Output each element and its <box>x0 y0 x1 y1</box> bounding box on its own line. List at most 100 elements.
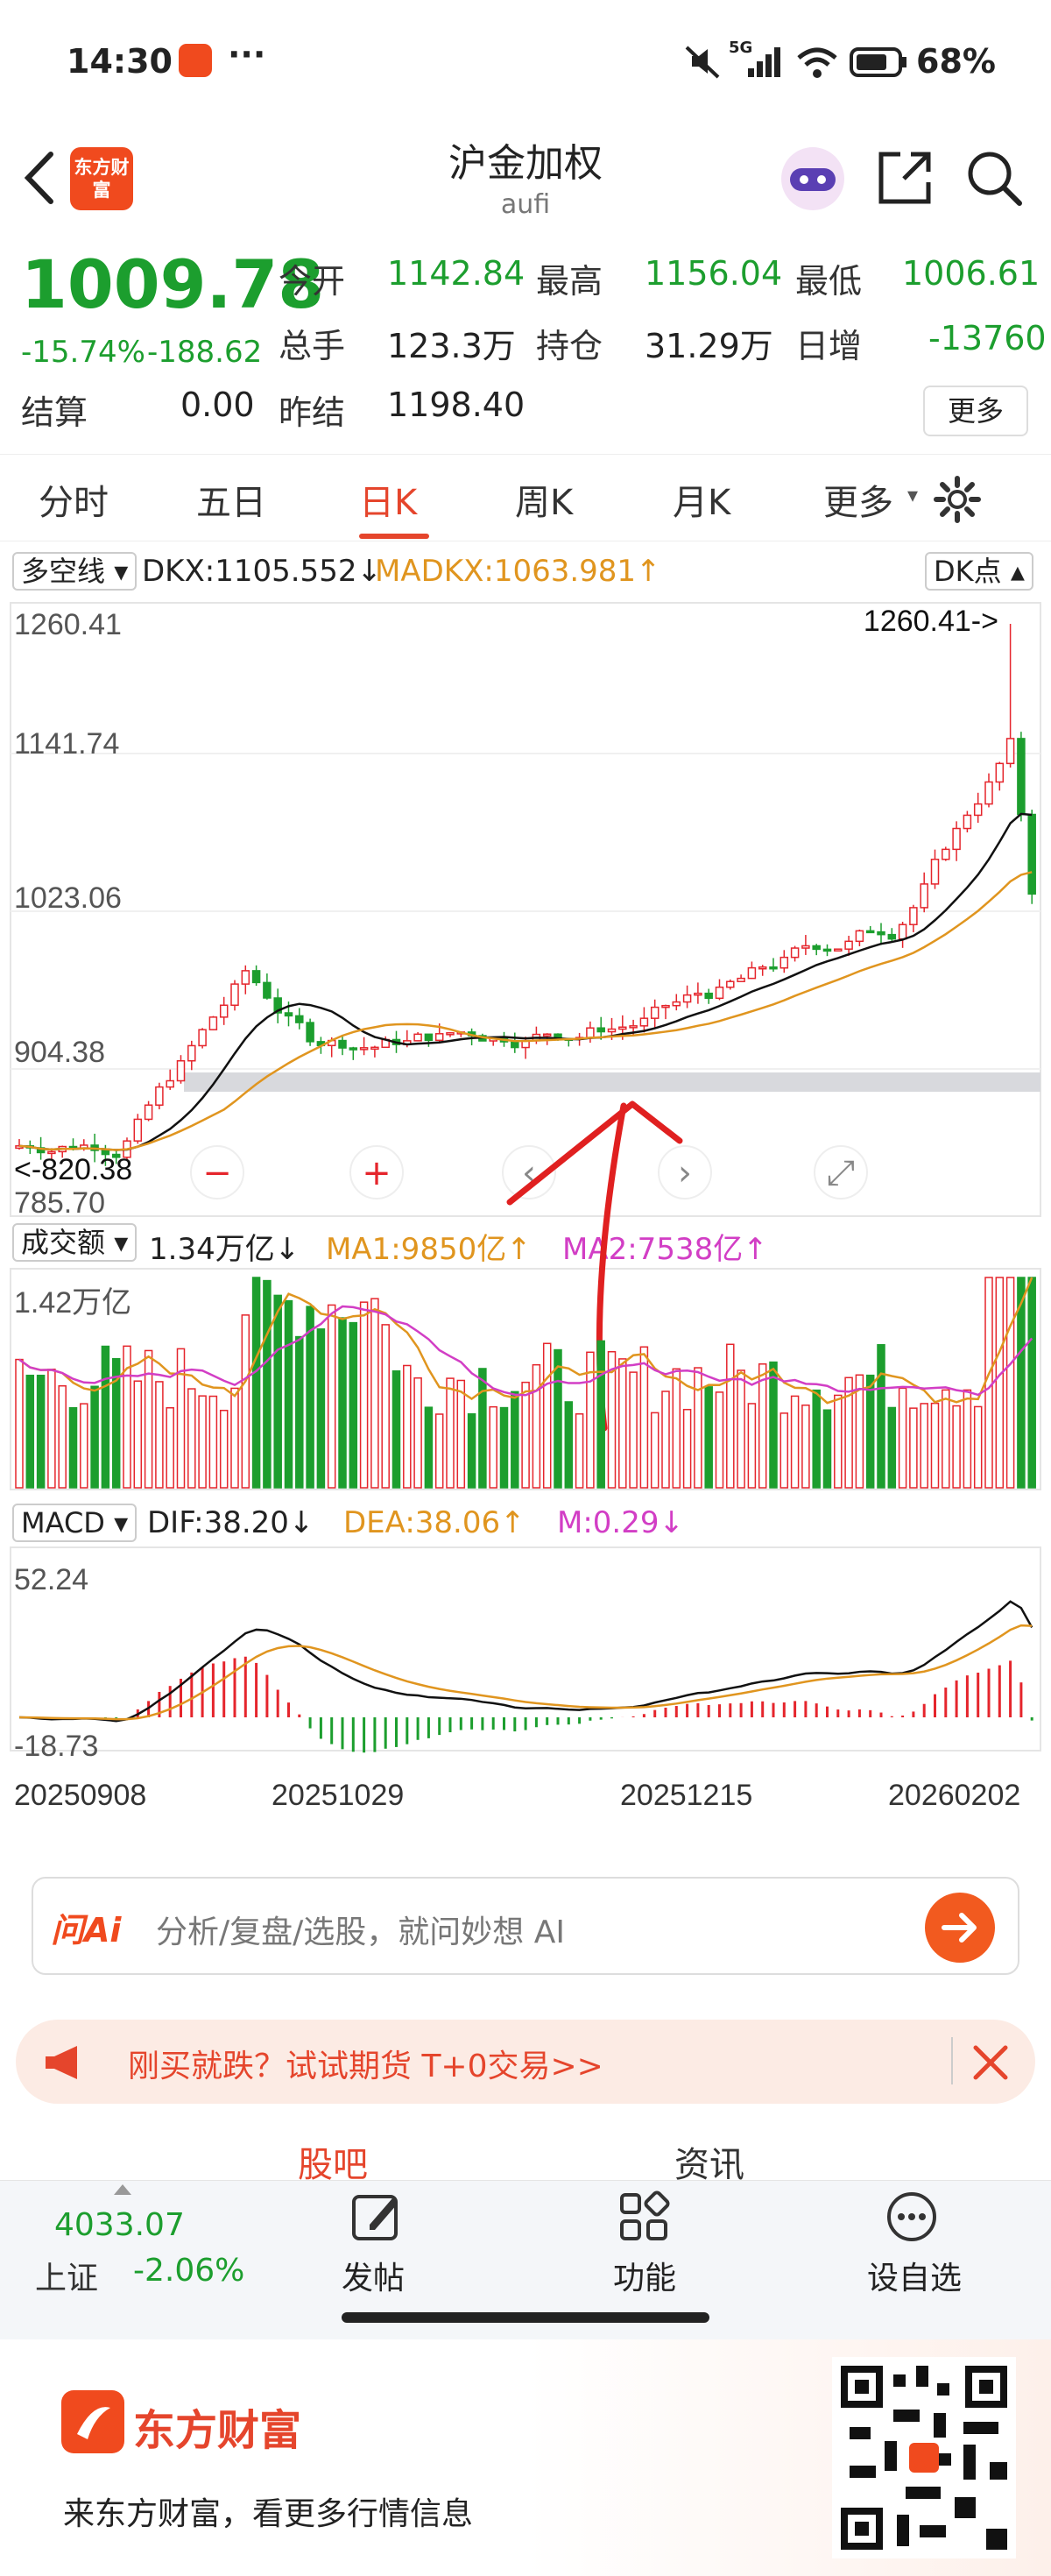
brand-logo-text: 东方财富 <box>74 157 130 201</box>
candle-body <box>973 803 983 817</box>
promo-text[interactable]: 刚买就跌？试试期货 T+0交易>> <box>128 2049 603 2084</box>
kline-y-tick: 904.38 <box>14 1036 105 1069</box>
pan-right-icon[interactable]: › <box>678 1153 692 1193</box>
macd-indicator-selector[interactable]: MACD ▾ <box>12 1504 138 1542</box>
promo-divider <box>951 2037 953 2084</box>
volume-bar <box>381 1324 390 1489</box>
volume-bar <box>661 1391 670 1489</box>
chart-area[interactable]: 多空线 ▾ DKX:1105.552↓ MADKX:1063.981↑ DK点 … <box>0 543 1051 1840</box>
tab-0[interactable]: 分时 <box>39 483 109 523</box>
more-tab-caret-icon: ▾ <box>907 483 919 507</box>
ai-submit-arrow-icon[interactable] <box>923 1891 997 1964</box>
candle-body <box>769 966 778 970</box>
subtab-news[interactable]: 资讯 <box>674 2145 744 2185</box>
volume-bar <box>952 1405 961 1489</box>
candle-body <box>995 762 1005 783</box>
ai-search-bar[interactable]: 问Ai 分析/复盘/选股，就问妙想 AI <box>32 1877 1019 1975</box>
ai-placeholder[interactable]: 分析/复盘/选股，就问妙想 AI <box>156 1914 565 1950</box>
candle-body <box>349 1047 358 1051</box>
tab-4[interactable]: 月K <box>673 483 731 523</box>
macd-m: M:0.29↓ <box>557 1505 684 1540</box>
candle-body <box>230 983 239 1007</box>
add-watchlist-icon[interactable] <box>885 2190 939 2244</box>
volume-indicator-selector[interactable]: 成交额 ▾ <box>12 1223 138 1262</box>
tab-1[interactable]: 五日 <box>196 483 266 523</box>
volume-bar <box>909 1407 918 1489</box>
fullscreen-icon-bg[interactable] <box>814 1145 868 1200</box>
volume-bar <box>263 1279 272 1489</box>
volume-bar <box>208 1395 218 1489</box>
post-edit-icon[interactable] <box>349 2190 403 2244</box>
candle-body <box>942 848 950 860</box>
candle-body <box>434 1033 444 1042</box>
pan-right-icon-bg[interactable] <box>658 1145 712 1200</box>
zoom-in-icon-bg[interactable] <box>349 1145 404 1200</box>
volume-bar <box>920 1403 928 1489</box>
index-value[interactable]: 4033.07 <box>54 2207 185 2243</box>
robot-assistant-icon[interactable] <box>778 144 848 214</box>
candle-body <box>877 931 885 936</box>
tab-2[interactable]: 日K <box>359 483 418 523</box>
zoom-out-icon[interactable]: − <box>202 1153 232 1193</box>
watchlist-label[interactable]: 设自选 <box>867 2261 963 2296</box>
volume-bar <box>747 1403 757 1489</box>
volume-bar <box>90 1385 99 1489</box>
settings-gear-icon[interactable] <box>934 476 981 523</box>
back-arrow-icon[interactable] <box>19 149 60 207</box>
candle-body <box>682 994 692 1003</box>
volume-bar <box>198 1395 207 1489</box>
pan-left-icon-bg[interactable] <box>502 1145 556 1200</box>
volume-bar <box>123 1345 131 1489</box>
candle-body <box>726 980 735 988</box>
kline-chart-canvas[interactable]: 1260.41 1141.74 1023.06 904.38 785.70 1260.41… <box>0 543 1051 1840</box>
close-icon[interactable] <box>969 2041 1012 2084</box>
volume-bar <box>403 1364 412 1489</box>
volume-bar <box>973 1405 983 1489</box>
zoom-out-icon-bg[interactable] <box>190 1145 244 1200</box>
quote-field-label: 最低 <box>795 262 863 301</box>
kline-indicator-selector[interactable]: 多空线 ▾ <box>12 552 138 591</box>
candle-body <box>413 1033 422 1042</box>
candle-body <box>198 1029 207 1047</box>
tab-3[interactable]: 周K <box>515 483 574 523</box>
share-icon[interactable] <box>874 147 935 209</box>
candle-body <box>812 945 821 951</box>
volume-bar <box>349 1321 358 1489</box>
more-button[interactable]: 更多 <box>923 386 1028 436</box>
tab-5[interactable]: 更多 <box>823 483 893 523</box>
volume-bar <box>295 1335 304 1489</box>
search-icon[interactable] <box>963 147 1025 209</box>
volume-bar <box>456 1379 466 1489</box>
volume-bar <box>359 1301 369 1489</box>
volume-bar <box>511 1391 519 1489</box>
brand-swoosh-icon <box>61 2390 124 2453</box>
volume-bar <box>58 1384 67 1489</box>
volume-bar <box>607 1350 617 1489</box>
candle-body <box>865 930 875 934</box>
candle-body <box>47 1150 56 1155</box>
brand-logo[interactable]: 东方财富 <box>70 147 133 210</box>
volume-bar <box>273 1294 282 1489</box>
functions-grid-icon[interactable] <box>617 2190 671 2244</box>
post-label[interactable]: 发帖 <box>342 2261 406 2296</box>
subtab-guba[interactable]: 股吧 <box>298 2145 368 2185</box>
kline-y-tick: 1023.06 <box>14 881 122 915</box>
volume-ma2-line <box>18 1305 1033 1397</box>
quote-field-value: 0.00 <box>180 386 255 424</box>
zoom-in-icon[interactable]: + <box>362 1153 391 1193</box>
volume-bar <box>639 1346 649 1489</box>
volume-bar <box>822 1409 832 1489</box>
index-expand-icon[interactable] <box>114 2184 131 2195</box>
volume-bar <box>790 1395 800 1489</box>
candle-body <box>629 1025 638 1029</box>
footer-ad: 东方财富 来东方财富，看更多行情信息 <box>0 2339 1051 2576</box>
candle-body <box>952 827 961 851</box>
min-price-annotation: <-820.38 <box>14 1153 132 1186</box>
volume-bar <box>1027 1277 1036 1489</box>
functions-label[interactable]: 功能 <box>613 2261 677 2296</box>
candle-body <box>887 933 897 940</box>
fullscreen-icon[interactable]: ⤢ <box>827 1153 855 1193</box>
volume-bar <box>1017 1277 1026 1489</box>
dk-point-button[interactable]: DK点 ▴ <box>925 552 1033 591</box>
promo-banner[interactable]: 刚买就跌？试试期货 T+0交易>> <box>16 2020 1035 2104</box>
